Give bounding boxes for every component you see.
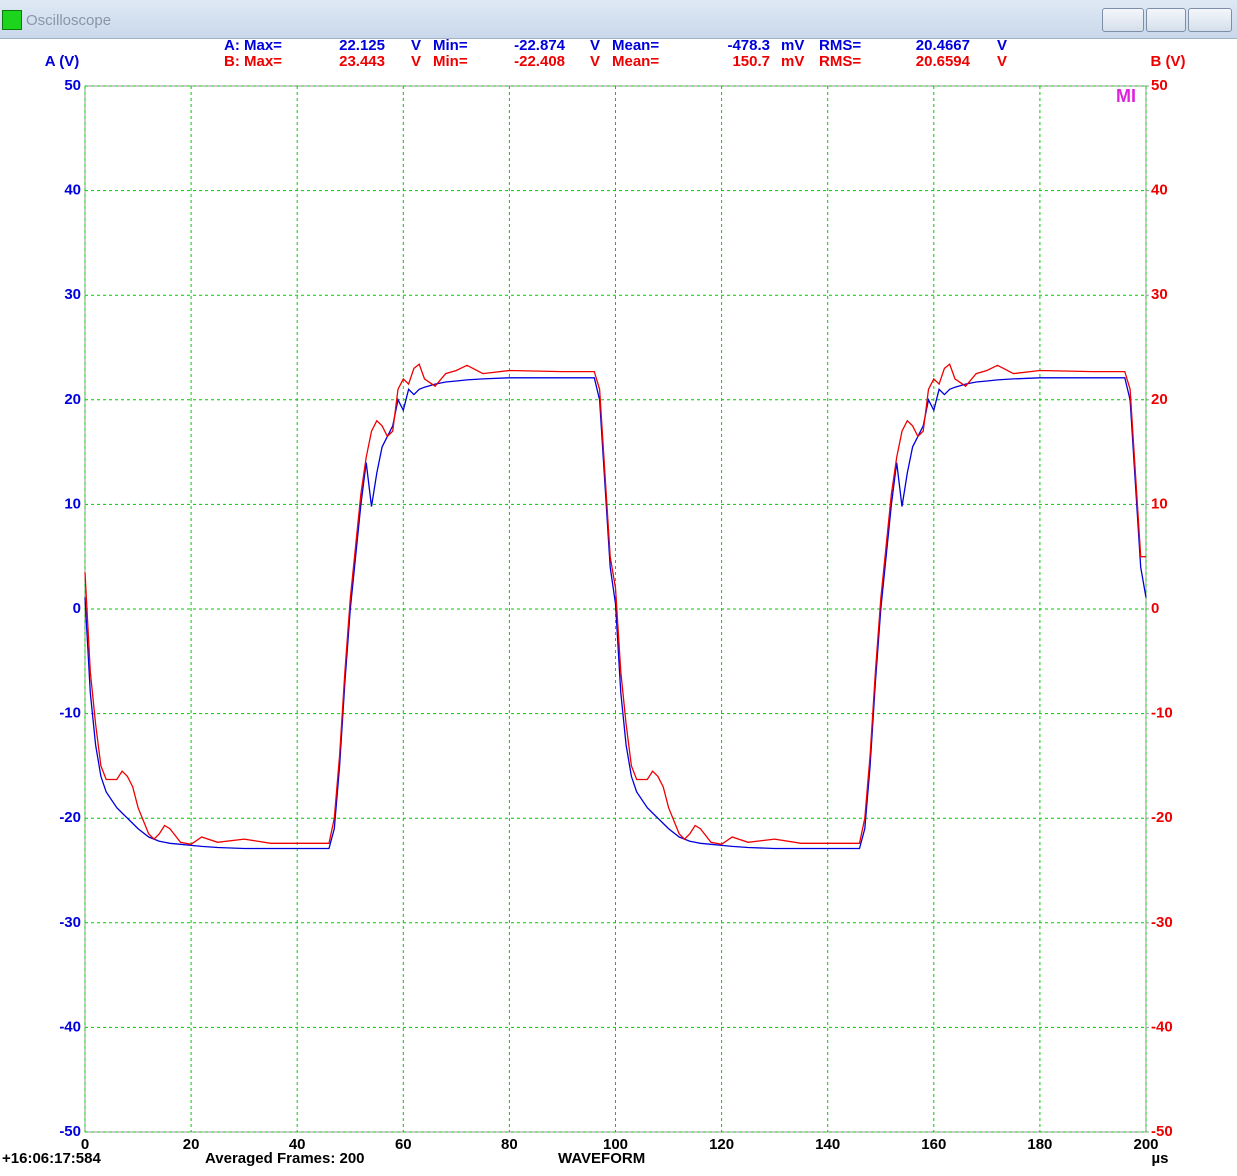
y-tick-label: 30: [64, 286, 81, 303]
stat-text: Min=: [433, 38, 468, 54]
y-tick-label: 40: [64, 182, 81, 199]
timestamp: +16:06:17:584: [2, 1150, 101, 1167]
y-tick-label: -10: [59, 705, 81, 722]
stat-text: 23.443: [339, 53, 385, 70]
y2-tick-label: -30: [1151, 914, 1173, 931]
y2-tick-label: -10: [1151, 705, 1173, 722]
y2-tick-label: 0: [1151, 600, 1159, 617]
frames-label: Averaged Frames: 200: [205, 1150, 365, 1167]
stat-text: V: [411, 38, 421, 54]
y2-tick-label: -50: [1151, 1123, 1173, 1140]
series-line: [84, 377, 1147, 850]
y-tick-label: -30: [59, 914, 81, 931]
x-axis-unit: µs: [1152, 1150, 1169, 1167]
chart: A (V) B (V) MI µs +16:06:17:584 Averaged…: [2, 38, 1186, 1167]
stat-text: V: [997, 53, 1007, 70]
y2-tick-label: 20: [1151, 391, 1168, 408]
y2-tick-label: -20: [1151, 809, 1173, 826]
stat-text: Mean=: [612, 53, 659, 70]
stat-text: 150.7: [732, 53, 770, 70]
mode-label: WAVEFORM: [558, 1150, 645, 1167]
stat-text: -478.3: [727, 38, 770, 54]
stat-text: V: [997, 38, 1007, 54]
x-tick-label: 40: [289, 1136, 306, 1153]
stat-text: -22.408: [514, 53, 565, 70]
stat-text: 22.125: [339, 38, 385, 54]
y2-tick-label: 50: [1151, 77, 1168, 94]
stat-text: RMS=: [819, 53, 861, 70]
stat-text: 20.4667: [916, 38, 970, 54]
y-axis-label: A (V): [45, 53, 79, 70]
x-tick-label: 160: [921, 1136, 946, 1153]
title-bar: Oscilloscope: [0, 0, 1237, 39]
stat-text: RMS=: [819, 38, 861, 54]
x-tick-label: 80: [501, 1136, 518, 1153]
y-tick-label: 0: [73, 600, 81, 617]
y2-tick-label: -40: [1151, 1018, 1173, 1035]
series-line: [84, 363, 1146, 845]
y2-tick-label: 10: [1151, 495, 1168, 512]
close-button[interactable]: [1188, 8, 1232, 32]
stat-text: mV: [781, 53, 804, 70]
app-icon: [2, 10, 22, 30]
minimize-button[interactable]: [1102, 8, 1144, 32]
x-tick-label: 180: [1027, 1136, 1052, 1153]
stat-text: V: [590, 53, 600, 70]
stat-text: -22.874: [514, 38, 566, 54]
stat-text: Min=: [433, 53, 468, 70]
x-tick-label: 120: [709, 1136, 734, 1153]
y-tick-label: -20: [59, 809, 81, 826]
x-tick-label: 140: [815, 1136, 840, 1153]
y-tick-label: 20: [64, 391, 81, 408]
stat-text: A: Max=: [224, 38, 282, 54]
stat-text: 20.6594: [916, 53, 971, 70]
y2-axis-label: B (V): [1151, 53, 1186, 70]
stat-text: V: [590, 38, 600, 54]
y-tick-label: 10: [64, 495, 81, 512]
stat-text: V: [411, 53, 421, 70]
y-tick-label: 50: [64, 77, 81, 94]
stat-text: B: Max=: [224, 53, 282, 70]
x-tick-label: 200: [1133, 1136, 1158, 1153]
stat-text: mV: [781, 38, 804, 54]
annotation: MI: [1116, 86, 1136, 106]
x-tick-label: 20: [183, 1136, 200, 1153]
x-tick-label: 100: [603, 1136, 628, 1153]
stat-text: Mean=: [612, 38, 659, 54]
y-tick-label: -40: [59, 1018, 81, 1035]
x-tick-label: 60: [395, 1136, 412, 1153]
maximize-button[interactable]: [1146, 8, 1186, 32]
x-tick-label: 0: [81, 1136, 89, 1153]
y-tick-label: -50: [59, 1123, 81, 1140]
y2-tick-label: 30: [1151, 286, 1168, 303]
window-title: Oscilloscope: [26, 12, 112, 29]
y2-tick-label: 40: [1151, 182, 1168, 199]
